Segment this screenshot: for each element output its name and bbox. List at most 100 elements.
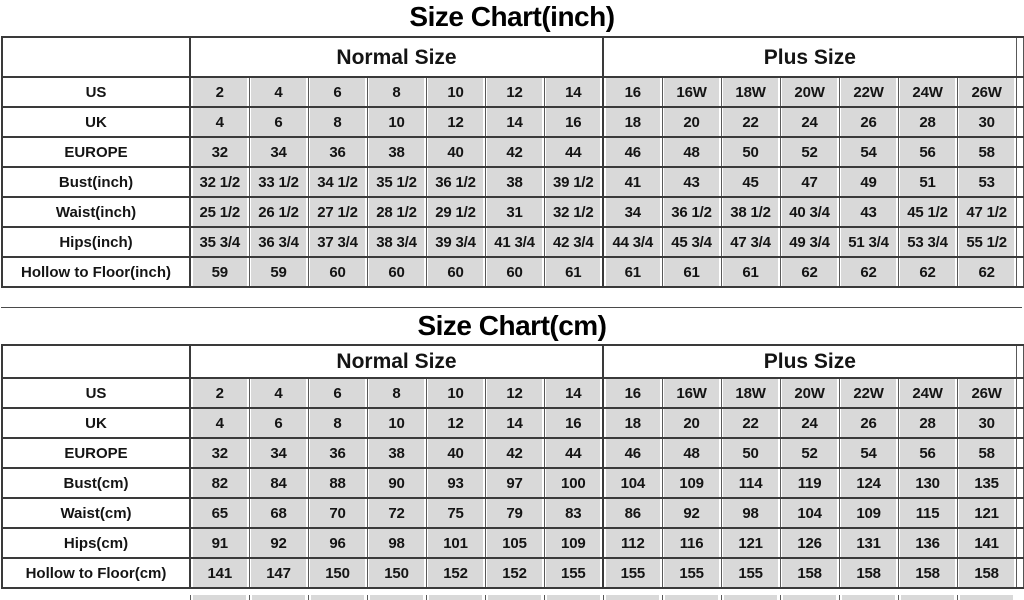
- size-value-cell: 14: [484, 407, 544, 438]
- row-label-cell: US: [2, 76, 191, 107]
- size-value-cell: 46: [602, 437, 663, 468]
- cutoff-column-cell: [1015, 497, 1024, 528]
- size-value-cell: 40: [425, 437, 485, 468]
- row-label-cell: EUROPE: [2, 136, 191, 167]
- size-value-cell: 104: [779, 497, 840, 528]
- size-value-cell: 16W: [661, 377, 722, 408]
- size-value-cell: 2: [189, 377, 249, 408]
- cutoff-column-cell: [1015, 345, 1024, 379]
- size-value-cell: 38 1/2: [720, 196, 781, 227]
- table-row: Waist(cm) 65 68 70 72 75 79 83 86 92 98 104 109 115 12…: [2, 497, 1024, 528]
- size-value-cell: 26W: [956, 377, 1017, 408]
- size-value-cell: 8: [307, 407, 367, 438]
- size-value-cell: 84: [248, 467, 308, 498]
- size-value-cell: 83: [543, 497, 604, 528]
- cutoff-column-cell: [1015, 256, 1024, 287]
- size-value-cell: 52: [779, 437, 840, 468]
- table-row: Bust(cm) 82 84 88 90 93 97 100 104 109 114 119 124 13…: [2, 467, 1024, 498]
- size-value-cell: 60: [484, 256, 544, 287]
- size-value-cell: 54: [838, 136, 899, 167]
- size-value-cell: 39 3/4: [425, 226, 485, 257]
- size-value-cell: 55 1/2: [956, 226, 1017, 257]
- size-value-cell: 158: [779, 557, 840, 588]
- column-group-header-row: Normal Size Plus Size: [2, 37, 1024, 78]
- size-value-cell: 98: [720, 497, 781, 528]
- size-value-cell: 40: [425, 136, 485, 167]
- row-label-cell: UK: [2, 407, 191, 438]
- row-label-cell: UK: [2, 106, 191, 137]
- size-value-cell: 58: [956, 136, 1017, 167]
- size-value-cell: 26: [838, 407, 899, 438]
- size-value-cell: 22W: [838, 377, 899, 408]
- size-value-cell: 24W: [897, 76, 958, 107]
- size-value-cell: 16: [543, 106, 604, 137]
- size-value-cell: 14: [543, 377, 604, 408]
- size-value-cell: 43: [838, 196, 899, 227]
- cutoff-column-cell: [1015, 76, 1024, 107]
- size-value-cell: 14: [484, 106, 544, 137]
- size-value-cell: 12: [484, 76, 544, 107]
- size-value-cell: 49: [838, 166, 899, 197]
- size-value-cell: 101: [425, 527, 485, 558]
- size-value-cell: 12: [484, 377, 544, 408]
- size-value-cell: 42 3/4: [543, 226, 604, 257]
- size-value-cell: 22W: [838, 76, 899, 107]
- size-value-cell: 47 1/2: [956, 196, 1017, 227]
- size-value-cell: 152: [484, 557, 544, 588]
- size-value-cell: 38 3/4: [366, 226, 426, 257]
- size-value-cell: 50: [720, 437, 781, 468]
- size-value-cell: 4: [248, 377, 308, 408]
- size-value-cell: 62: [779, 256, 840, 287]
- size-value-cell: 27 1/2: [307, 196, 367, 227]
- size-value-cell: 16: [543, 407, 604, 438]
- size-value-cell: 24W: [897, 377, 958, 408]
- size-value-cell: 131: [838, 527, 899, 558]
- size-value-cell: 4: [189, 106, 249, 137]
- size-value-cell: 91: [189, 527, 249, 558]
- size-value-cell: 141: [956, 527, 1017, 558]
- size-value-cell: 34: [248, 136, 308, 167]
- size-value-cell: 36 3/4: [248, 226, 308, 257]
- size-value-cell: 116: [661, 527, 722, 558]
- size-value-cell: 45: [720, 166, 781, 197]
- size-value-cell: 12: [425, 106, 485, 137]
- size-value-cell: 56: [897, 136, 958, 167]
- size-value-cell: 38: [484, 166, 544, 197]
- size-value-cell: 20W: [779, 377, 840, 408]
- size-value-cell: 26: [838, 106, 899, 137]
- size-value-cell: 152: [425, 557, 485, 588]
- size-value-cell: 62: [956, 256, 1017, 287]
- size-value-cell: 62: [838, 256, 899, 287]
- size-value-cell: 28: [897, 106, 958, 137]
- size-value-cell: 14: [543, 76, 604, 107]
- row-label-cell: Bust(cm): [2, 467, 191, 498]
- size-value-cell: 18: [602, 106, 663, 137]
- size-value-cell: 130: [897, 467, 958, 498]
- size-value-cell: 32 1/2: [189, 166, 249, 197]
- size-value-cell: 10: [425, 76, 485, 107]
- size-value-cell: 158: [956, 557, 1017, 588]
- size-value-cell: 18W: [720, 76, 781, 107]
- size-value-cell: 10: [425, 377, 485, 408]
- size-value-cell: 30: [956, 407, 1017, 438]
- size-value-cell: 59: [189, 256, 249, 287]
- size-value-cell: 126: [779, 527, 840, 558]
- size-value-cell: 60: [425, 256, 485, 287]
- size-value-cell: 20: [661, 407, 722, 438]
- size-value-cell: 141: [189, 557, 249, 588]
- size-value-cell: 36 1/2: [661, 196, 722, 227]
- size-value-cell: 35 1/2: [366, 166, 426, 197]
- size-value-cell: 52: [779, 136, 840, 167]
- size-value-cell: 158: [838, 557, 899, 588]
- cutoff-column-cell: [1015, 437, 1024, 468]
- size-value-cell: 53 3/4: [897, 226, 958, 257]
- size-value-cell: 56: [897, 437, 958, 468]
- group-header-normal-size: Normal Size: [190, 37, 604, 78]
- table-row: Hollow to Floor(inch) 59 59 60 60 60 60 61 61 61 6…: [2, 256, 1024, 287]
- size-value-cell: 45 1/2: [897, 196, 958, 227]
- size-value-cell: 42: [484, 437, 544, 468]
- size-value-cell: 20W: [779, 76, 840, 107]
- size-value-cell: 43: [661, 166, 722, 197]
- size-chart-inch-title: Size Chart(inch): [409, 1, 615, 32]
- table-row: Hollow to Floor(cm) 141 147 150 150 152 152 155…: [2, 557, 1024, 588]
